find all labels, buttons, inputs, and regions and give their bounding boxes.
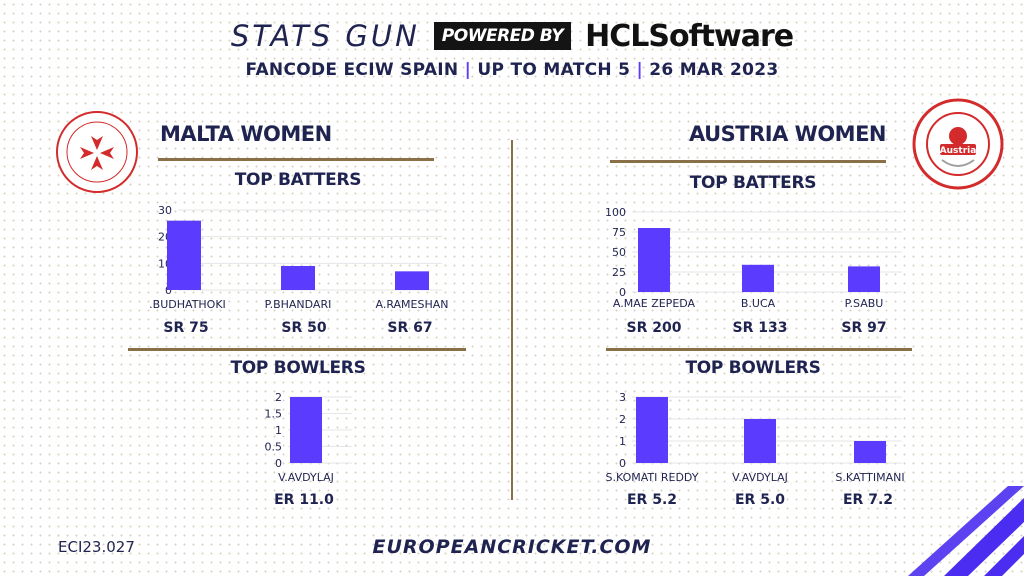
subtitle: FANCODE ECIW SPAIN | UP TO MATCH 5 | 26 … xyxy=(0,60,1024,80)
bar xyxy=(848,266,880,292)
y-tick-label: 1 xyxy=(619,435,626,448)
austria-logo-center-text: Austria xyxy=(940,146,977,156)
x-category-label: S.BUDHATHOKI xyxy=(150,298,226,311)
malta-team-name: MALTA WOMEN xyxy=(160,122,332,146)
bar xyxy=(167,220,201,290)
stats-gun-logo: STATS GUN xyxy=(230,19,420,53)
y-tick-label: 0 xyxy=(275,457,282,470)
bar xyxy=(854,441,886,463)
austria-bowler-er: ER 5.0 xyxy=(734,492,786,508)
powered-by-badge: POWERED BY xyxy=(433,22,572,50)
y-tick-label: 1.5 xyxy=(265,408,283,421)
hcl-software-logo: HCLSoftware xyxy=(585,18,794,54)
y-tick-label: 0 xyxy=(619,457,626,470)
x-category-label: A.MAE ZEPEDA xyxy=(613,297,696,310)
bar xyxy=(744,419,776,463)
x-category-label: B.UCA xyxy=(741,297,776,310)
malta-bowlers-chart: 0 0.5 1 1.5 2 V.AVDYLAJ xyxy=(265,391,352,484)
y-tick-label: 0.5 xyxy=(265,441,283,454)
y-tick-label: 0 xyxy=(165,284,172,297)
austria-team-name: AUSTRIA WOMEN xyxy=(689,122,887,146)
malta-batters-title: TOP BATTERS xyxy=(234,170,362,190)
center-divider xyxy=(511,140,513,500)
malta-header-divider xyxy=(158,158,434,161)
malta-batter-sr: SR 75 xyxy=(163,320,209,336)
bar xyxy=(636,397,668,463)
austria-section-divider xyxy=(606,348,912,351)
y-tick-label: 1 xyxy=(275,424,282,437)
y-tick-label: 3 xyxy=(619,391,626,404)
footer-site: EUROPEANCRICKET.COM xyxy=(372,536,652,558)
bar xyxy=(638,228,670,292)
austria-batter-sr: SR 97 xyxy=(841,320,887,336)
y-tick-label: 2 xyxy=(275,391,282,404)
y-tick-label: 30 xyxy=(158,204,172,217)
austria-bowler-er: ER 5.2 xyxy=(626,492,678,508)
malta-batter-sr: SR 67 xyxy=(387,320,433,336)
x-category-label: S.KOMATI REDDY xyxy=(605,471,698,484)
malta-cricket-logo xyxy=(55,110,139,194)
austria-header-divider xyxy=(610,160,886,163)
x-category-label: P.SABU xyxy=(845,297,884,310)
y-tick-label: 50 xyxy=(612,246,626,259)
x-category-label: V.AVDYLAJ xyxy=(278,471,334,484)
bar xyxy=(290,397,322,463)
header-title: STATS GUN POWERED BY HCLSoftware xyxy=(0,16,1024,56)
subtitle-tournament: FANCODE ECIW SPAIN xyxy=(245,60,465,80)
y-tick-label: 25 xyxy=(612,266,626,279)
subtitle-date: 26 MAR 2023 xyxy=(643,60,779,80)
austria-bowlers-chart: 0 1 2 3 S.KOMATI REDDY V.AVDYLAJ S.KATTIMANI xyxy=(605,391,904,484)
x-category-label: P.BHANDARI xyxy=(265,298,332,311)
corner-stripes-decoration xyxy=(908,486,1024,576)
y-tick-label: 2 xyxy=(619,413,626,426)
austria-batters-chart: 0 25 50 75 100 A.MAE ZEPEDA B.UCA P.SABU xyxy=(605,206,902,310)
y-tick-label: 100 xyxy=(605,206,626,219)
austria-batters-title: TOP BATTERS xyxy=(689,173,817,193)
malta-section-divider xyxy=(128,348,466,351)
austria-batter-sr: SR 133 xyxy=(732,320,788,336)
malta-bowler-er: ER 11.0 xyxy=(274,492,334,508)
austria-cricket-logo: Austria xyxy=(912,98,1004,190)
subtitle-separator: | xyxy=(636,60,643,80)
malta-bowlers-title: TOP BOWLERS xyxy=(230,358,366,378)
subtitle-separator: | xyxy=(464,60,472,80)
x-category-label: S.KATTIMANI xyxy=(835,471,904,484)
y-tick-label: 75 xyxy=(612,226,626,239)
austria-bowler-er: ER 7.2 xyxy=(842,492,894,508)
bar xyxy=(281,266,315,290)
austria-bowlers-title: TOP BOWLERS xyxy=(685,358,821,378)
malta-batter-sr: SR 50 xyxy=(281,320,327,336)
x-category-label: A.RAMESHAN xyxy=(376,298,449,311)
bar xyxy=(395,271,429,290)
y-tick-label: 0 xyxy=(619,286,626,299)
bar xyxy=(742,264,774,292)
x-category-label: V.AVDYLAJ xyxy=(732,471,788,484)
footer-code: ECI23.027 xyxy=(58,538,135,556)
austria-batter-sr: SR 200 xyxy=(626,320,682,336)
subtitle-match: UP TO MATCH 5 xyxy=(471,60,637,80)
